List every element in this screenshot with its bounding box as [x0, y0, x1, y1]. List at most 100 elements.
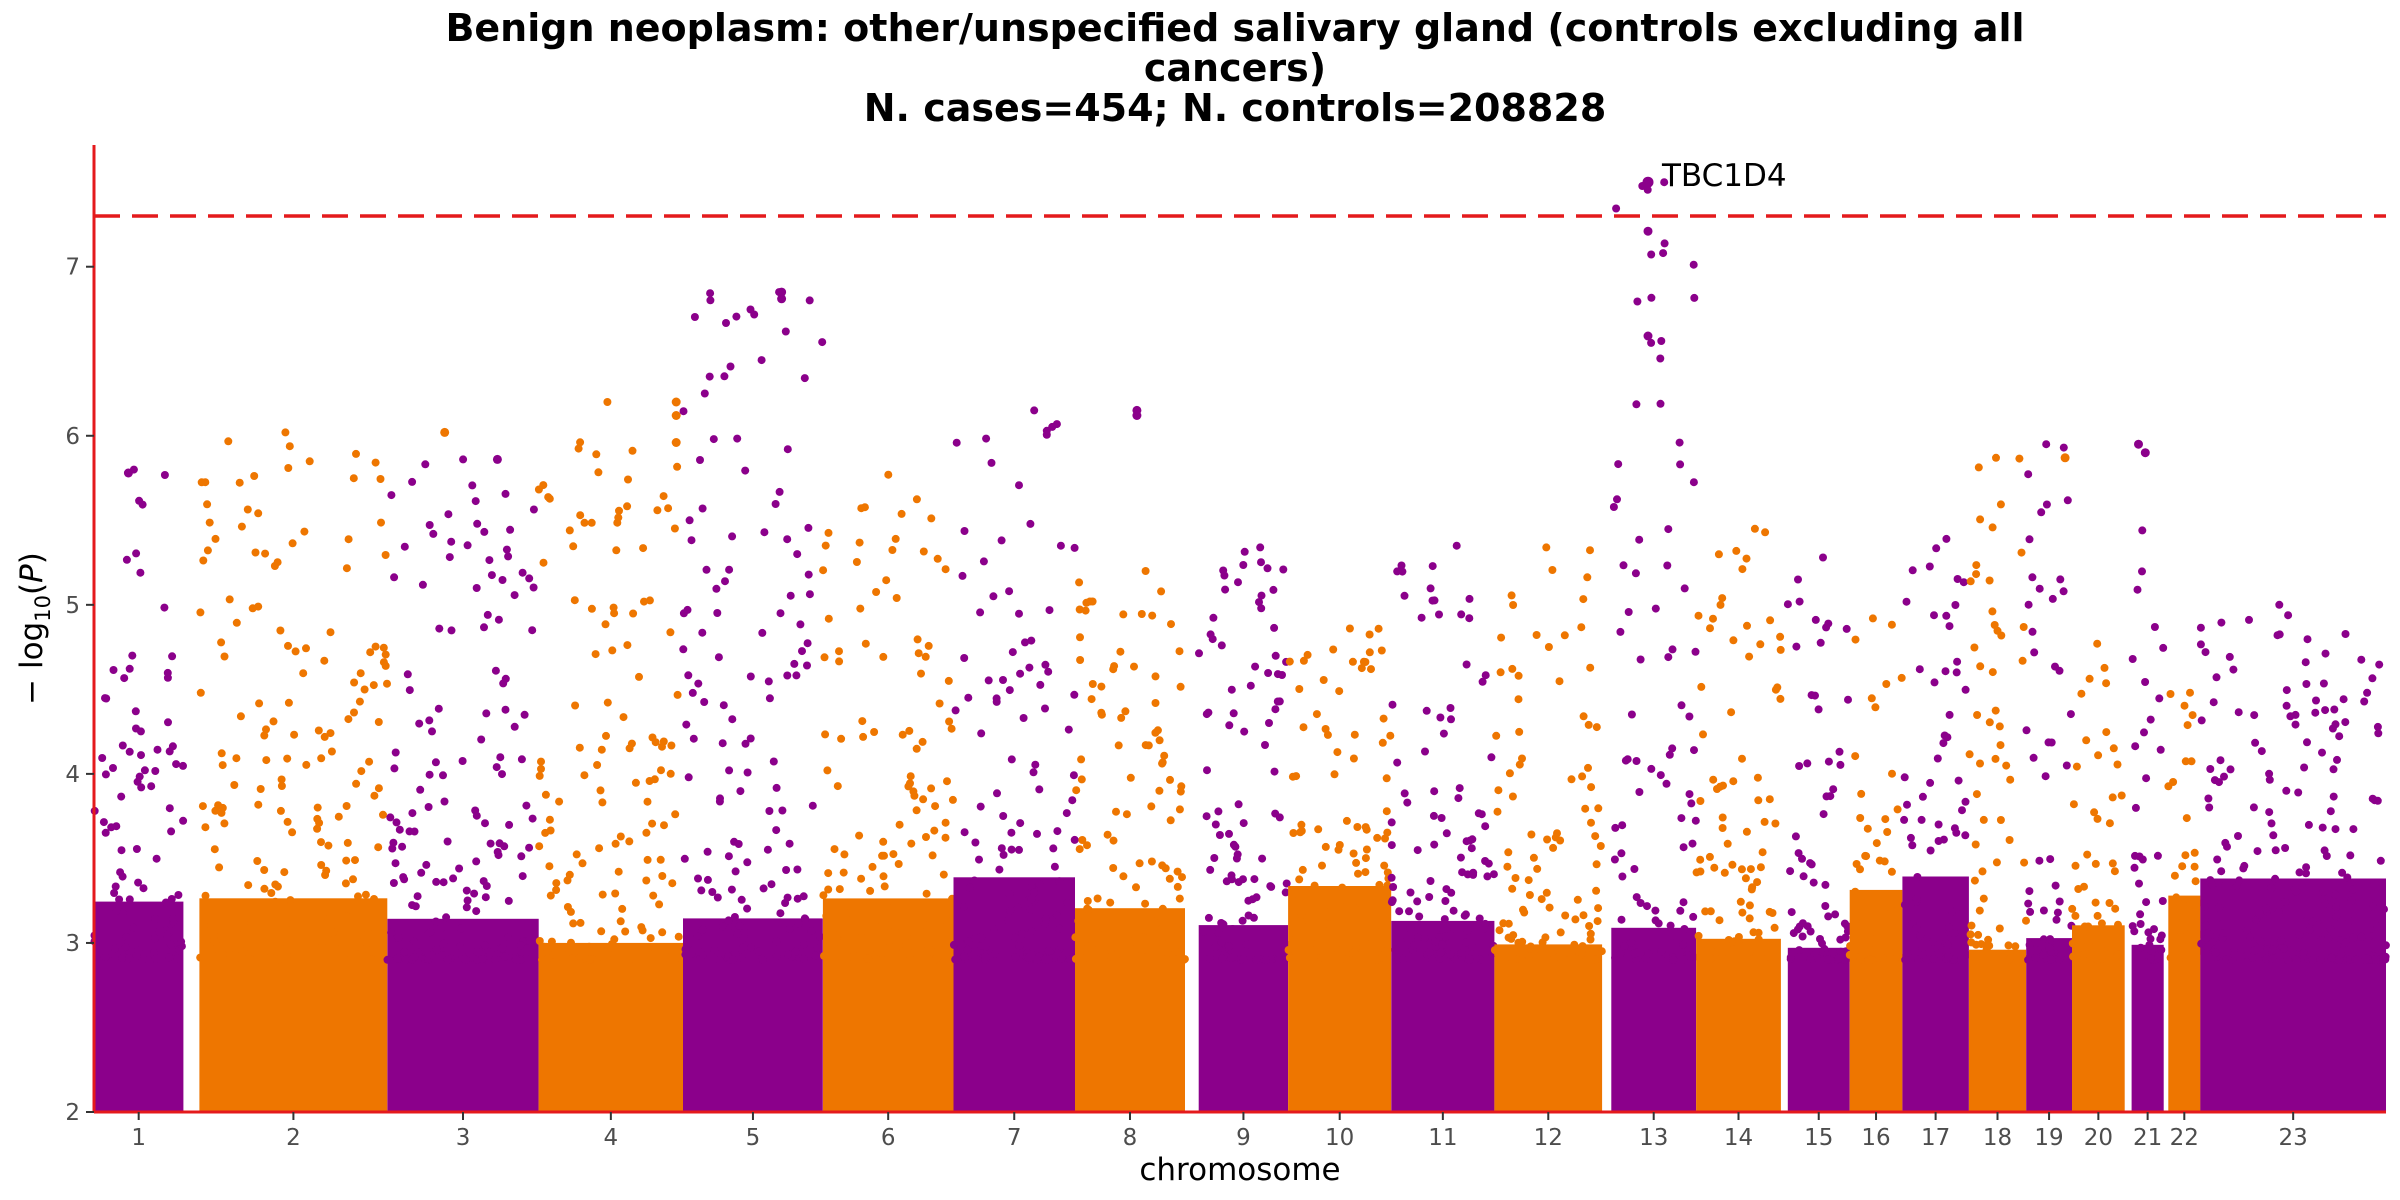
snp-point — [2352, 955, 2361, 964]
snp-point — [696, 456, 704, 464]
snp-point — [1007, 828, 1016, 837]
snp-point — [318, 942, 327, 951]
snp-point — [2302, 917, 2311, 925]
snp-point — [2094, 751, 2103, 760]
snp-point — [568, 954, 577, 963]
snp-point — [1799, 872, 1808, 881]
snp-point — [1663, 561, 1672, 570]
snp-point — [610, 935, 619, 944]
snp-point — [1795, 946, 1804, 955]
snp-point — [1929, 955, 1938, 963]
snp-point — [2176, 932, 2185, 941]
snp-point — [611, 889, 620, 898]
snp-point — [1656, 354, 1665, 363]
snp-point — [220, 652, 229, 661]
snp-point — [2326, 807, 2335, 816]
chromosome-21-points — [2128, 526, 2168, 1112]
snp-point — [1570, 940, 1579, 949]
snp-point — [1275, 697, 1284, 706]
snp-point — [1745, 652, 1754, 661]
snp-point — [963, 945, 972, 954]
chromosome-8-peak-point — [1141, 567, 1150, 575]
snp-point — [1435, 610, 1443, 619]
snp-point — [2222, 955, 2231, 964]
snp-point — [1679, 898, 1688, 907]
snp-point — [1697, 682, 1706, 691]
snp-point — [237, 931, 246, 940]
snp-point — [2213, 855, 2222, 864]
snp-point — [2268, 954, 2277, 963]
snp-point — [1215, 831, 1224, 839]
snp-point — [305, 457, 314, 466]
snp-point — [278, 925, 287, 933]
snp-point — [1573, 895, 1582, 904]
snp-point — [1578, 772, 1587, 781]
snp-point — [1616, 949, 1625, 958]
snp-point — [746, 672, 755, 681]
snp-point — [597, 745, 606, 754]
snp-point — [664, 504, 673, 513]
snp-point — [2030, 648, 2039, 657]
snp-point — [225, 945, 233, 954]
chromosome-16-points — [1845, 614, 1907, 1112]
snp-point — [2172, 946, 2181, 955]
snp-point — [982, 434, 991, 443]
snp-point — [1114, 741, 1123, 750]
snp-point — [679, 407, 688, 416]
snp-point — [164, 718, 172, 727]
snp-point — [1075, 845, 1084, 854]
snp-point — [715, 955, 724, 964]
snp-point — [645, 777, 654, 785]
snp-point — [884, 921, 893, 930]
highlighted-snp-point — [2134, 439, 2143, 449]
snp-point — [743, 904, 752, 913]
snp-point — [1249, 913, 1258, 922]
snp-point — [1015, 941, 1024, 950]
snp-point — [1996, 741, 2005, 750]
snp-point — [2283, 955, 2292, 964]
snp-point — [721, 577, 729, 586]
snp-point — [1624, 608, 1633, 616]
x-tick-label-chr-14: 14 — [1724, 1125, 1753, 1151]
snp-point — [2234, 832, 2242, 840]
snp-point — [1666, 921, 1675, 930]
snp-point — [1586, 546, 1594, 555]
snp-point — [394, 933, 403, 942]
snp-point — [431, 917, 440, 926]
snp-point — [1939, 739, 1948, 748]
snp-point — [374, 784, 383, 793]
chromosome-5-points — [679, 288, 827, 1112]
snp-point — [1170, 945, 1179, 954]
snp-point — [679, 609, 688, 618]
snp-point — [2006, 775, 2015, 784]
snp-point — [2292, 887, 2300, 896]
snp-point — [1738, 754, 1746, 763]
snp-point — [1203, 766, 1211, 775]
snp-point — [356, 669, 365, 678]
snp-point — [2284, 611, 2293, 620]
snp-point — [1493, 807, 1502, 816]
snp-point — [2290, 943, 2299, 951]
snp-point — [2308, 917, 2317, 926]
snp-point — [2360, 697, 2369, 706]
snp-point — [2055, 955, 2064, 964]
snp-point — [999, 850, 1008, 859]
snp-point — [689, 946, 698, 954]
snp-point — [642, 828, 651, 837]
snp-point — [1456, 853, 1465, 862]
snp-point — [1175, 647, 1184, 656]
x-axis-title: chromosome — [1139, 1152, 1340, 1188]
highlighted-snp-point — [440, 427, 450, 437]
snp-point — [2282, 786, 2291, 795]
snp-point — [1631, 569, 1640, 578]
snp-point — [1900, 773, 1909, 782]
snp-point — [136, 727, 145, 736]
snp-point — [1614, 460, 1623, 469]
chromosome-7-points — [949, 406, 1079, 1112]
chromosome-23-points — [2196, 600, 2390, 1112]
snp-point — [1728, 860, 1737, 869]
snp-point — [653, 506, 662, 515]
snp-point — [1175, 894, 1184, 903]
snp-point — [706, 296, 715, 305]
snp-point — [541, 790, 550, 799]
